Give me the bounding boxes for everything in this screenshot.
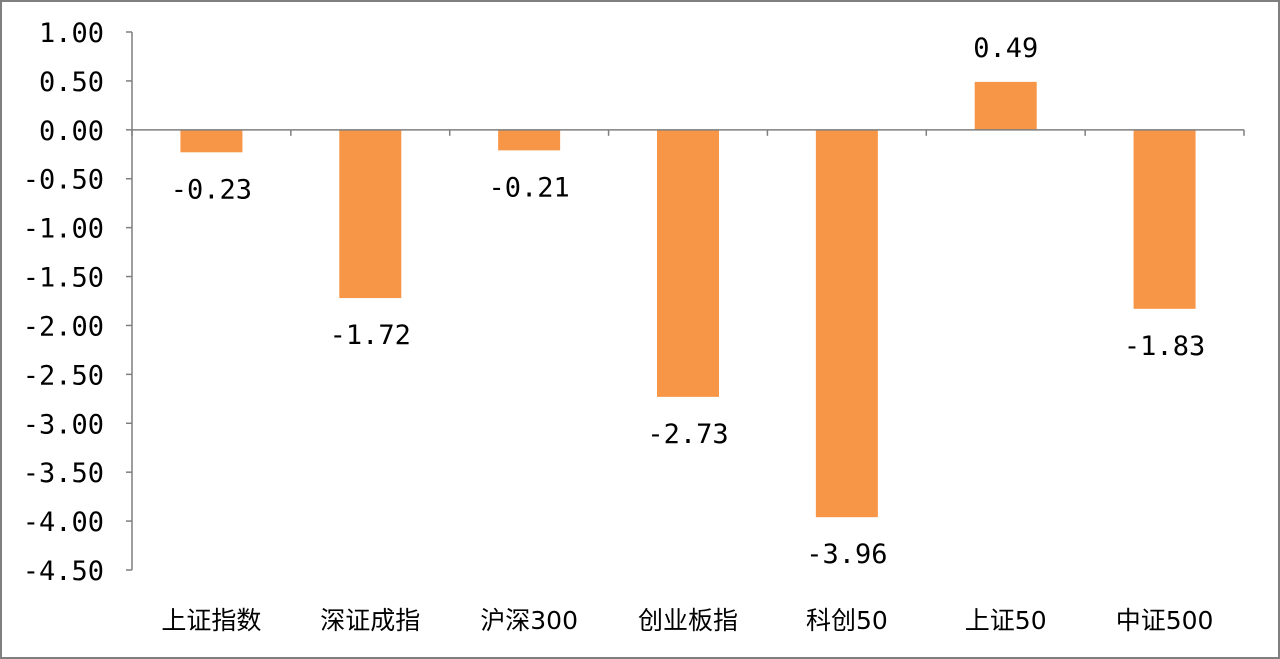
bar (815, 129, 878, 518)
category-label: 上证指数 (161, 606, 261, 635)
category-label: 上证50 (965, 606, 1047, 635)
bar (339, 129, 402, 299)
y-tick-label: -4.00 (23, 507, 104, 538)
y-tick-label: -3.00 (23, 409, 104, 440)
bar (498, 129, 561, 151)
category-labels: 上证指数 深证成指 沪深300 创业板指 科创50 上证50 中证500 (161, 606, 1213, 635)
y-tick-label: -2.00 (23, 311, 104, 342)
y-tick-label: -1.00 (23, 214, 104, 245)
y-tick-label: -0.50 (23, 165, 104, 196)
y-tick-label: 0.00 (39, 116, 104, 147)
data-label: -2.73 (647, 419, 728, 450)
bar (180, 129, 243, 153)
y-tick-label: -4.50 (23, 556, 104, 587)
y-tick-label: -1.50 (23, 263, 104, 294)
data-labels: -0.23 -1.72 -0.21 -2.73 -3.96 0.49 -1.83 (171, 33, 1205, 570)
category-label: 中证500 (1116, 606, 1214, 635)
category-label: 深证成指 (320, 606, 420, 635)
bars (180, 81, 1196, 518)
category-label: 沪深300 (480, 606, 578, 635)
data-label: -1.72 (330, 320, 411, 351)
data-label: 0.49 (973, 33, 1038, 64)
y-tick-label: 0.50 (39, 67, 104, 98)
y-tick-label: -3.50 (23, 458, 104, 489)
y-tick-label: 1.00 (39, 18, 104, 49)
category-label: 创业板指 (638, 606, 738, 635)
data-label: -3.96 (806, 539, 887, 570)
data-label: -1.83 (1124, 331, 1205, 362)
data-label: -0.21 (489, 172, 570, 203)
data-label: -0.23 (171, 174, 252, 205)
bar (657, 129, 719, 397)
y-axis: 1.00 0.50 0.00 -0.50 -1.00 -1.50 -2.00 -2.50 -3.… (23, 18, 133, 587)
category-label: 科创50 (806, 606, 888, 635)
bar (974, 81, 1037, 130)
bar (1133, 129, 1196, 309)
x-axis (131, 129, 1245, 136)
y-tick-label: -2.50 (23, 360, 104, 391)
